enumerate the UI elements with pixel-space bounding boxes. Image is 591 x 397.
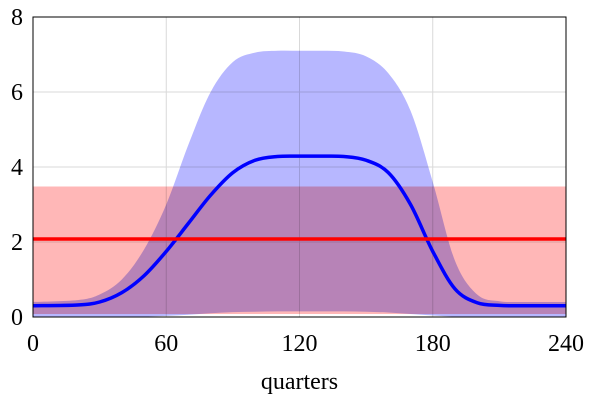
x-tick-label-3: 180	[415, 331, 451, 357]
series-1-band	[33, 187, 566, 315]
y-tick-labels: 0 2 4 6 8	[11, 5, 23, 331]
y-tick-label-3: 6	[11, 80, 23, 106]
x-tick-label-1: 60	[154, 331, 178, 357]
x-tick-label-4: 240	[548, 331, 584, 357]
x-tick-labels: 0 60 120 180 240	[27, 331, 584, 357]
x-tick-label-2: 120	[282, 331, 318, 357]
y-tick-label-1: 2	[11, 230, 23, 256]
y-tick-label-4: 8	[11, 5, 23, 31]
x-axis-label: quarters	[261, 369, 338, 395]
y-tick-label-2: 4	[11, 155, 23, 181]
confidence-bands	[33, 51, 566, 317]
x-tick-label-0: 0	[27, 331, 39, 357]
y-tick-label-0: 0	[11, 305, 23, 331]
